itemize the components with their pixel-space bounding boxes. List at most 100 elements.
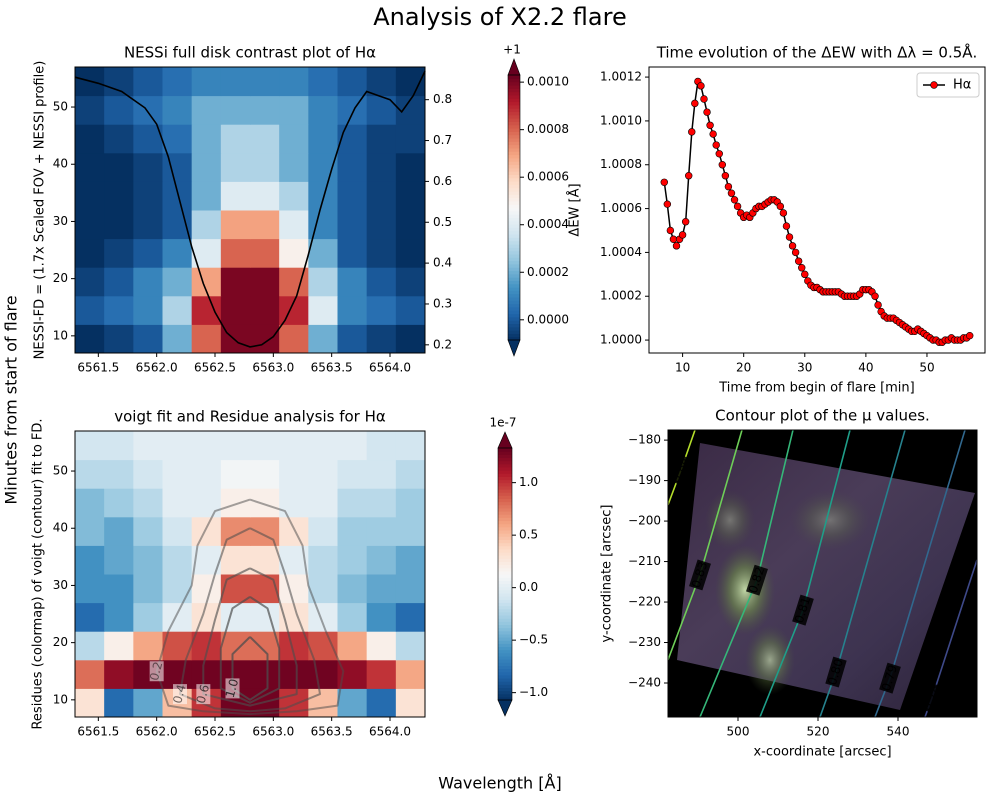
colorbar-segment bbox=[508, 147, 520, 152]
heatmap-cell bbox=[395, 295, 426, 325]
colorbar-tick-label: 0.0004 bbox=[527, 217, 569, 231]
y2-tick-label: 0.4 bbox=[433, 256, 452, 270]
x-tick-label: 6564.0 bbox=[369, 725, 411, 739]
heatmap-cell bbox=[133, 516, 163, 546]
heatmap bbox=[75, 431, 426, 718]
axes-frame bbox=[648, 66, 986, 354]
colorbar-segment bbox=[508, 134, 520, 139]
colorbar-segment bbox=[508, 237, 520, 242]
heatmap-cell bbox=[104, 516, 134, 546]
colorbar-frame bbox=[507, 74, 521, 341]
heatmap-cell bbox=[395, 238, 426, 268]
colorbar-segment bbox=[498, 637, 512, 641]
heatmap-cell bbox=[395, 459, 426, 489]
heatmap-cell bbox=[366, 210, 397, 240]
colorbar-segment bbox=[498, 545, 512, 550]
image-feature bbox=[745, 625, 795, 695]
heatmap-cell bbox=[366, 688, 397, 718]
colorbar-segment bbox=[508, 190, 520, 195]
heatmap-cell bbox=[133, 238, 163, 268]
heatmap-cell bbox=[308, 267, 338, 297]
heatmap-cell bbox=[337, 124, 368, 154]
y-tick-label: −240 bbox=[628, 675, 661, 689]
heatmap-cell bbox=[75, 238, 105, 268]
axes-frame bbox=[74, 430, 426, 718]
heatmap-cell bbox=[308, 95, 338, 125]
panel-title: Time evolution of the ΔEW with Δλ = 0.5Å… bbox=[656, 43, 978, 62]
heatmap-cell bbox=[75, 574, 105, 604]
figure-x-label: Wavelength [Å] bbox=[438, 774, 561, 793]
heatmap-cell bbox=[366, 545, 397, 575]
heatmap-cell bbox=[395, 181, 426, 211]
colorbar-segment bbox=[508, 181, 520, 185]
heatmap-cell bbox=[104, 545, 134, 575]
y2-tick-label: 0.7 bbox=[433, 133, 452, 147]
x-tick-label: 6563.0 bbox=[252, 361, 294, 375]
colorbar-segment bbox=[508, 171, 520, 175]
heatmap-cell bbox=[337, 152, 368, 182]
colorbar-segment bbox=[498, 690, 512, 695]
colorbar-segment bbox=[508, 316, 520, 321]
contour-label: 0.2 bbox=[147, 660, 165, 682]
heatmap-cell bbox=[395, 324, 426, 354]
heatmap-cell bbox=[395, 545, 426, 575]
heatmap-cell bbox=[366, 152, 397, 182]
heatmap-cell bbox=[395, 152, 426, 182]
marker bbox=[727, 189, 736, 197]
heatmap-cell bbox=[104, 688, 134, 718]
heatmap bbox=[75, 67, 426, 354]
marker bbox=[685, 172, 693, 180]
heatmap-cell bbox=[104, 324, 134, 354]
x-tick-label: 6564.0 bbox=[369, 361, 411, 375]
heatmap-cell bbox=[104, 124, 134, 154]
heatmap-cell bbox=[191, 574, 222, 604]
heatmap-cell bbox=[250, 210, 280, 240]
colorbar-segment bbox=[498, 586, 512, 591]
colorbar-segment bbox=[508, 111, 520, 116]
colorbar-segment bbox=[498, 630, 512, 635]
y-axis-label: Residues (colormap) of voigt (contour) f… bbox=[31, 418, 46, 729]
colorbar-segment bbox=[498, 592, 512, 597]
colorbar-segment bbox=[498, 580, 512, 585]
y-axis-label: y-coordinate [arcsec] bbox=[600, 505, 615, 643]
heatmap-cell bbox=[220, 95, 251, 125]
y2-tick-label: 0.2 bbox=[433, 337, 452, 351]
heatmap-cell bbox=[308, 124, 338, 154]
contour-label-gap bbox=[173, 684, 187, 705]
y-tick-label: 1.0012 bbox=[600, 70, 642, 84]
heatmap-cell bbox=[104, 152, 134, 182]
x-tick-label: 6561.5 bbox=[77, 361, 119, 375]
colorbar-segment bbox=[508, 131, 520, 136]
y-tick-label: 40 bbox=[53, 157, 68, 171]
contour-line bbox=[202, 567, 298, 707]
marker bbox=[871, 292, 879, 300]
heatmap-cell bbox=[104, 431, 134, 461]
heatmap-cell bbox=[75, 688, 105, 718]
colorbar-segment bbox=[508, 263, 520, 268]
heatmap-cell bbox=[337, 488, 368, 518]
legend-marker bbox=[930, 81, 938, 89]
colorbar-segment bbox=[498, 470, 512, 474]
heatmap-cell bbox=[250, 124, 280, 154]
marker bbox=[706, 121, 714, 129]
colorbar-segment bbox=[508, 91, 520, 96]
heatmap-cell bbox=[162, 295, 193, 325]
heatmap-cell bbox=[337, 238, 368, 268]
heatmap-cell bbox=[133, 152, 163, 182]
heatmap-cell bbox=[133, 602, 163, 632]
colorbar-segment bbox=[508, 253, 520, 258]
heatmap-cell bbox=[75, 602, 105, 632]
colorbar-segment bbox=[508, 306, 520, 311]
marker bbox=[791, 248, 800, 257]
profile-line bbox=[74, 70, 426, 348]
marker bbox=[663, 200, 672, 208]
heatmap-cell bbox=[75, 631, 105, 661]
y-tick-label: 20 bbox=[53, 635, 68, 649]
heatmap-cell bbox=[75, 516, 105, 546]
colorbar-segment bbox=[498, 526, 512, 531]
heatmap-cell bbox=[279, 459, 309, 489]
colorbar-segment bbox=[498, 633, 512, 638]
colorbar-segment bbox=[508, 267, 520, 272]
colorbar-segment bbox=[508, 94, 520, 99]
